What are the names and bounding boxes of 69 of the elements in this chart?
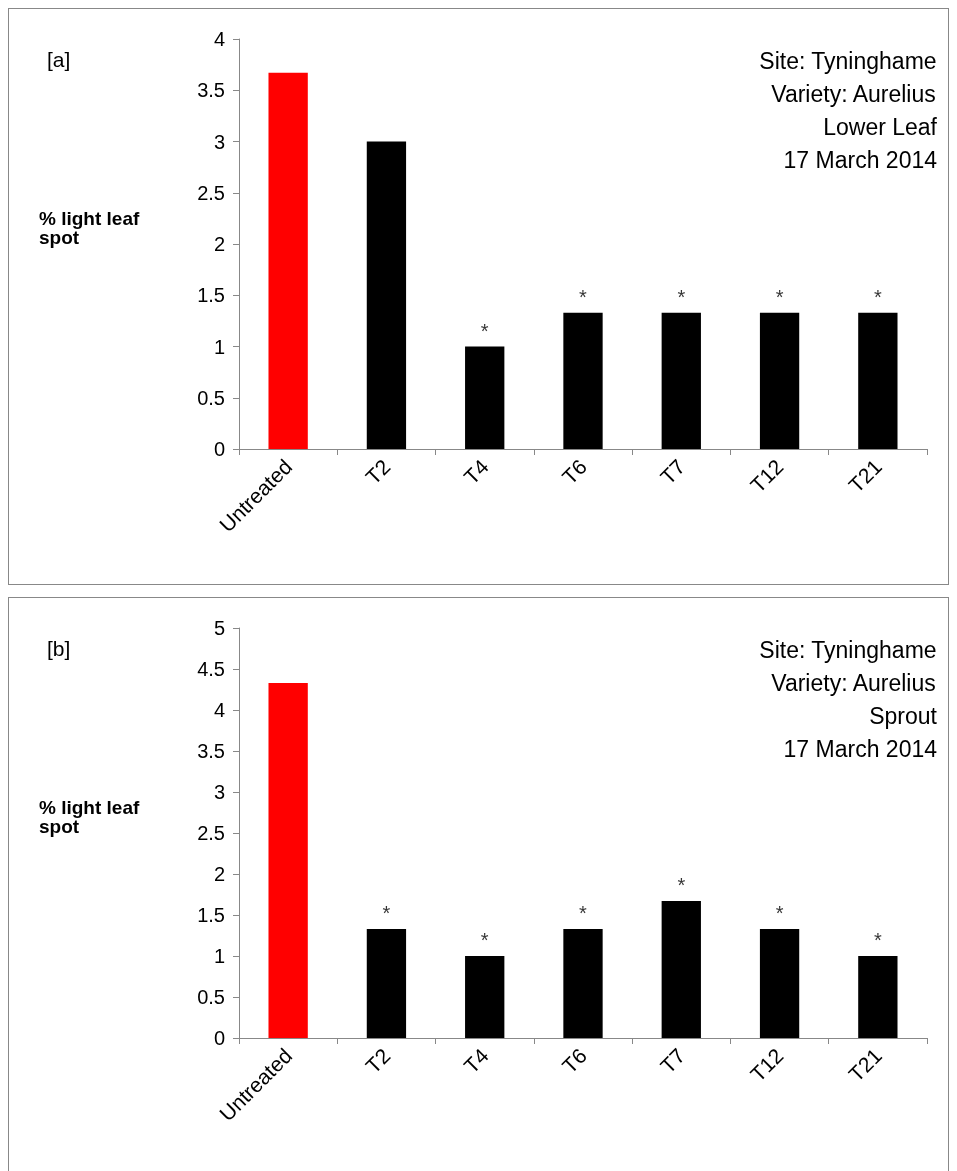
bar	[366, 928, 407, 1038]
y-tick-label: 3.5	[197, 740, 225, 762]
x-tick-label: T7	[655, 1043, 690, 1078]
x-tick-label: T6	[557, 454, 592, 489]
annotation: *	[775, 285, 784, 308]
annotation: *	[677, 874, 686, 897]
y-tick-label: 4	[213, 28, 225, 50]
y-tick-label: 2	[213, 863, 225, 885]
x-tick-label: T12	[745, 454, 788, 497]
annotation: *	[775, 901, 784, 924]
annotation: 17 March 2014	[783, 146, 938, 173]
x-tick-label: T2	[360, 1043, 395, 1078]
annotation: *	[873, 285, 882, 308]
y-tick-label: 0.5	[197, 386, 225, 409]
bar	[661, 901, 701, 1038]
bar	[759, 928, 800, 1038]
y-tick-label: 1	[213, 945, 225, 967]
bar	[858, 956, 898, 1038]
annotation: Lower Leaf	[823, 113, 938, 140]
y-tick-label: 2.5	[197, 822, 225, 844]
y-tick-label: 1.5	[197, 904, 225, 926]
bar	[661, 312, 701, 449]
x-tick-label: T12	[745, 1043, 788, 1086]
y-tick-label: 2	[213, 233, 225, 255]
y-tick-label: 2.5	[197, 181, 225, 204]
bar	[759, 312, 800, 449]
bar	[563, 312, 603, 449]
annotation: *	[677, 285, 686, 308]
y-tick-label: 4.5	[197, 658, 225, 680]
y-tick-label: 3.5	[197, 79, 225, 102]
annotation: *	[480, 929, 489, 951]
annotation: Site: Tyninghame	[759, 47, 937, 74]
bar	[465, 956, 505, 1038]
x-tick-label: T2	[360, 454, 395, 489]
y-axis-title: % light leaf spot	[39, 208, 145, 248]
text: [a]	[47, 48, 71, 71]
y-tick-label: 0	[213, 1027, 225, 1049]
x-tick-label: T4	[459, 454, 494, 489]
annotation: *	[873, 929, 882, 951]
annotation: Variety: Aurelius	[771, 669, 936, 696]
y-tick-label: 5	[213, 617, 225, 639]
annotation: *	[579, 285, 588, 308]
x-tick-label: T7	[655, 454, 690, 489]
annotation: *	[382, 901, 391, 924]
x-tick-label: T4	[459, 1043, 494, 1078]
y-tick-label: 4	[213, 699, 225, 721]
bar	[563, 928, 603, 1038]
y-axis-title: % light leaf spot	[39, 797, 145, 837]
y-tick-label: 0.5	[197, 986, 225, 1008]
annotation: 17 March 2014	[783, 735, 938, 762]
annotation: *	[579, 901, 588, 924]
bar	[268, 682, 308, 1038]
y-tick-label: 0	[213, 438, 225, 460]
bar	[858, 312, 898, 449]
bar	[366, 141, 407, 449]
annotation: Sprout	[869, 702, 938, 729]
y-tick-label: 1.5	[197, 284, 225, 307]
annotation: Site: Tyninghame	[759, 636, 937, 663]
y-tick-label: 1	[213, 335, 225, 358]
y-tick-label: 3	[213, 130, 225, 153]
bar	[465, 346, 505, 449]
x-tick-label: T6	[557, 1043, 592, 1078]
x-tick-label: T21	[844, 454, 886, 497]
annotation: *	[480, 319, 489, 342]
x-tick-label: T21	[844, 1043, 886, 1086]
text: [b]	[47, 637, 71, 660]
bar	[268, 72, 308, 449]
y-tick-label: 3	[213, 781, 225, 803]
annotation: Variety: Aurelius	[771, 80, 936, 107]
